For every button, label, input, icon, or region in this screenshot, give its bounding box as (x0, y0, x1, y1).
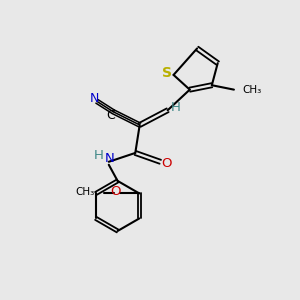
Text: H: H (171, 101, 181, 114)
Text: H: H (94, 149, 103, 162)
Text: O: O (161, 157, 171, 170)
Text: CH₃: CH₃ (76, 187, 95, 197)
Text: CH₃: CH₃ (242, 85, 261, 94)
Text: N: N (105, 152, 115, 165)
Text: C: C (106, 109, 115, 122)
Text: N: N (89, 92, 99, 105)
Text: S: S (162, 66, 172, 80)
Text: O: O (110, 185, 121, 199)
